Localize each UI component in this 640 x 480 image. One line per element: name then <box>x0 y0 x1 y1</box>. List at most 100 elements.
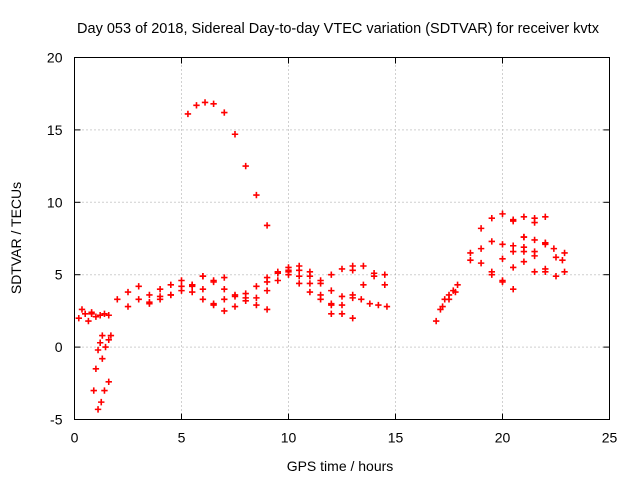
data-point <box>552 254 560 261</box>
data-point <box>499 255 506 262</box>
data-point <box>510 242 517 249</box>
data-points <box>75 99 568 413</box>
chart-title: Day 053 of 2018, Sidereal Day-to-day VTE… <box>77 21 600 37</box>
data-point <box>381 281 388 289</box>
data-point <box>189 288 196 296</box>
data-point <box>531 236 538 244</box>
data-point <box>349 294 356 302</box>
data-point <box>135 296 142 303</box>
data-point <box>146 291 153 299</box>
data-point <box>274 277 281 284</box>
y-tick-label: 10 <box>47 194 63 210</box>
data-point <box>510 285 517 293</box>
data-point <box>552 272 560 280</box>
data-point <box>499 277 506 284</box>
data-point <box>375 301 382 309</box>
data-point <box>82 310 89 317</box>
data-point <box>96 339 104 346</box>
data-point <box>221 296 228 303</box>
data-point <box>231 131 239 138</box>
y-tick-label: -5 <box>50 412 63 428</box>
data-point <box>452 288 459 296</box>
data-point <box>306 288 314 296</box>
data-point <box>231 291 239 299</box>
data-point <box>328 287 335 294</box>
data-point <box>242 162 249 170</box>
data-point <box>253 191 260 199</box>
data-point <box>178 283 185 290</box>
data-point <box>561 268 568 276</box>
data-point <box>488 215 495 222</box>
data-point <box>124 303 132 310</box>
data-point <box>296 280 303 287</box>
x-tick-label: 25 <box>602 430 618 446</box>
data-point <box>499 210 506 218</box>
data-point <box>99 332 106 339</box>
data-point <box>253 294 260 302</box>
data-point <box>477 259 485 267</box>
data-point <box>488 238 495 245</box>
data-point <box>75 314 82 322</box>
data-point <box>101 310 108 317</box>
data-point <box>178 277 185 284</box>
data-point <box>383 303 391 310</box>
data-point <box>210 100 217 108</box>
data-point <box>102 343 109 351</box>
data-point <box>99 355 106 362</box>
data-point <box>531 268 538 276</box>
data-point <box>189 281 196 289</box>
y-tick-label: 0 <box>55 339 63 355</box>
data-point <box>92 365 100 373</box>
data-point <box>296 262 303 270</box>
data-point <box>92 313 100 320</box>
data-point <box>338 310 346 317</box>
data-point <box>156 285 164 293</box>
data-point <box>520 233 528 241</box>
data-point <box>520 243 528 251</box>
data-point <box>263 287 271 294</box>
data-point <box>274 270 281 277</box>
plot-frame <box>74 57 610 420</box>
data-point <box>510 264 517 271</box>
data-point <box>317 277 324 284</box>
y-tick-label: 20 <box>47 50 63 66</box>
x-tick-label: 0 <box>71 430 79 446</box>
data-point <box>328 271 335 278</box>
data-point <box>242 294 249 302</box>
data-point <box>338 301 346 309</box>
data-point <box>349 267 356 274</box>
data-point <box>210 300 217 307</box>
data-point <box>96 312 104 319</box>
data-point <box>358 296 365 303</box>
data-point <box>253 301 260 309</box>
data-point <box>199 272 207 280</box>
data-point <box>477 225 485 232</box>
data-point <box>253 283 260 290</box>
data-point <box>296 272 303 280</box>
data-point <box>499 241 506 248</box>
data-point <box>167 291 174 299</box>
data-point <box>184 110 192 118</box>
data-point <box>520 258 528 265</box>
x-tick-label: 15 <box>388 430 404 446</box>
data-point <box>531 215 538 222</box>
data-point <box>263 222 271 229</box>
data-point <box>488 271 495 278</box>
data-point <box>306 280 314 287</box>
data-point <box>550 245 558 252</box>
data-point <box>360 281 367 289</box>
data-point <box>559 257 566 264</box>
data-point <box>135 283 142 290</box>
data-point <box>199 285 207 293</box>
x-tick-label: 5 <box>178 430 186 446</box>
data-point <box>542 265 549 273</box>
data-point <box>114 296 121 303</box>
data-point <box>360 262 367 270</box>
data-point <box>105 312 112 319</box>
data-point <box>317 291 324 299</box>
data-point <box>520 213 528 220</box>
data-point <box>285 268 292 276</box>
data-point <box>477 245 485 252</box>
x-tick-label: 20 <box>495 430 511 446</box>
